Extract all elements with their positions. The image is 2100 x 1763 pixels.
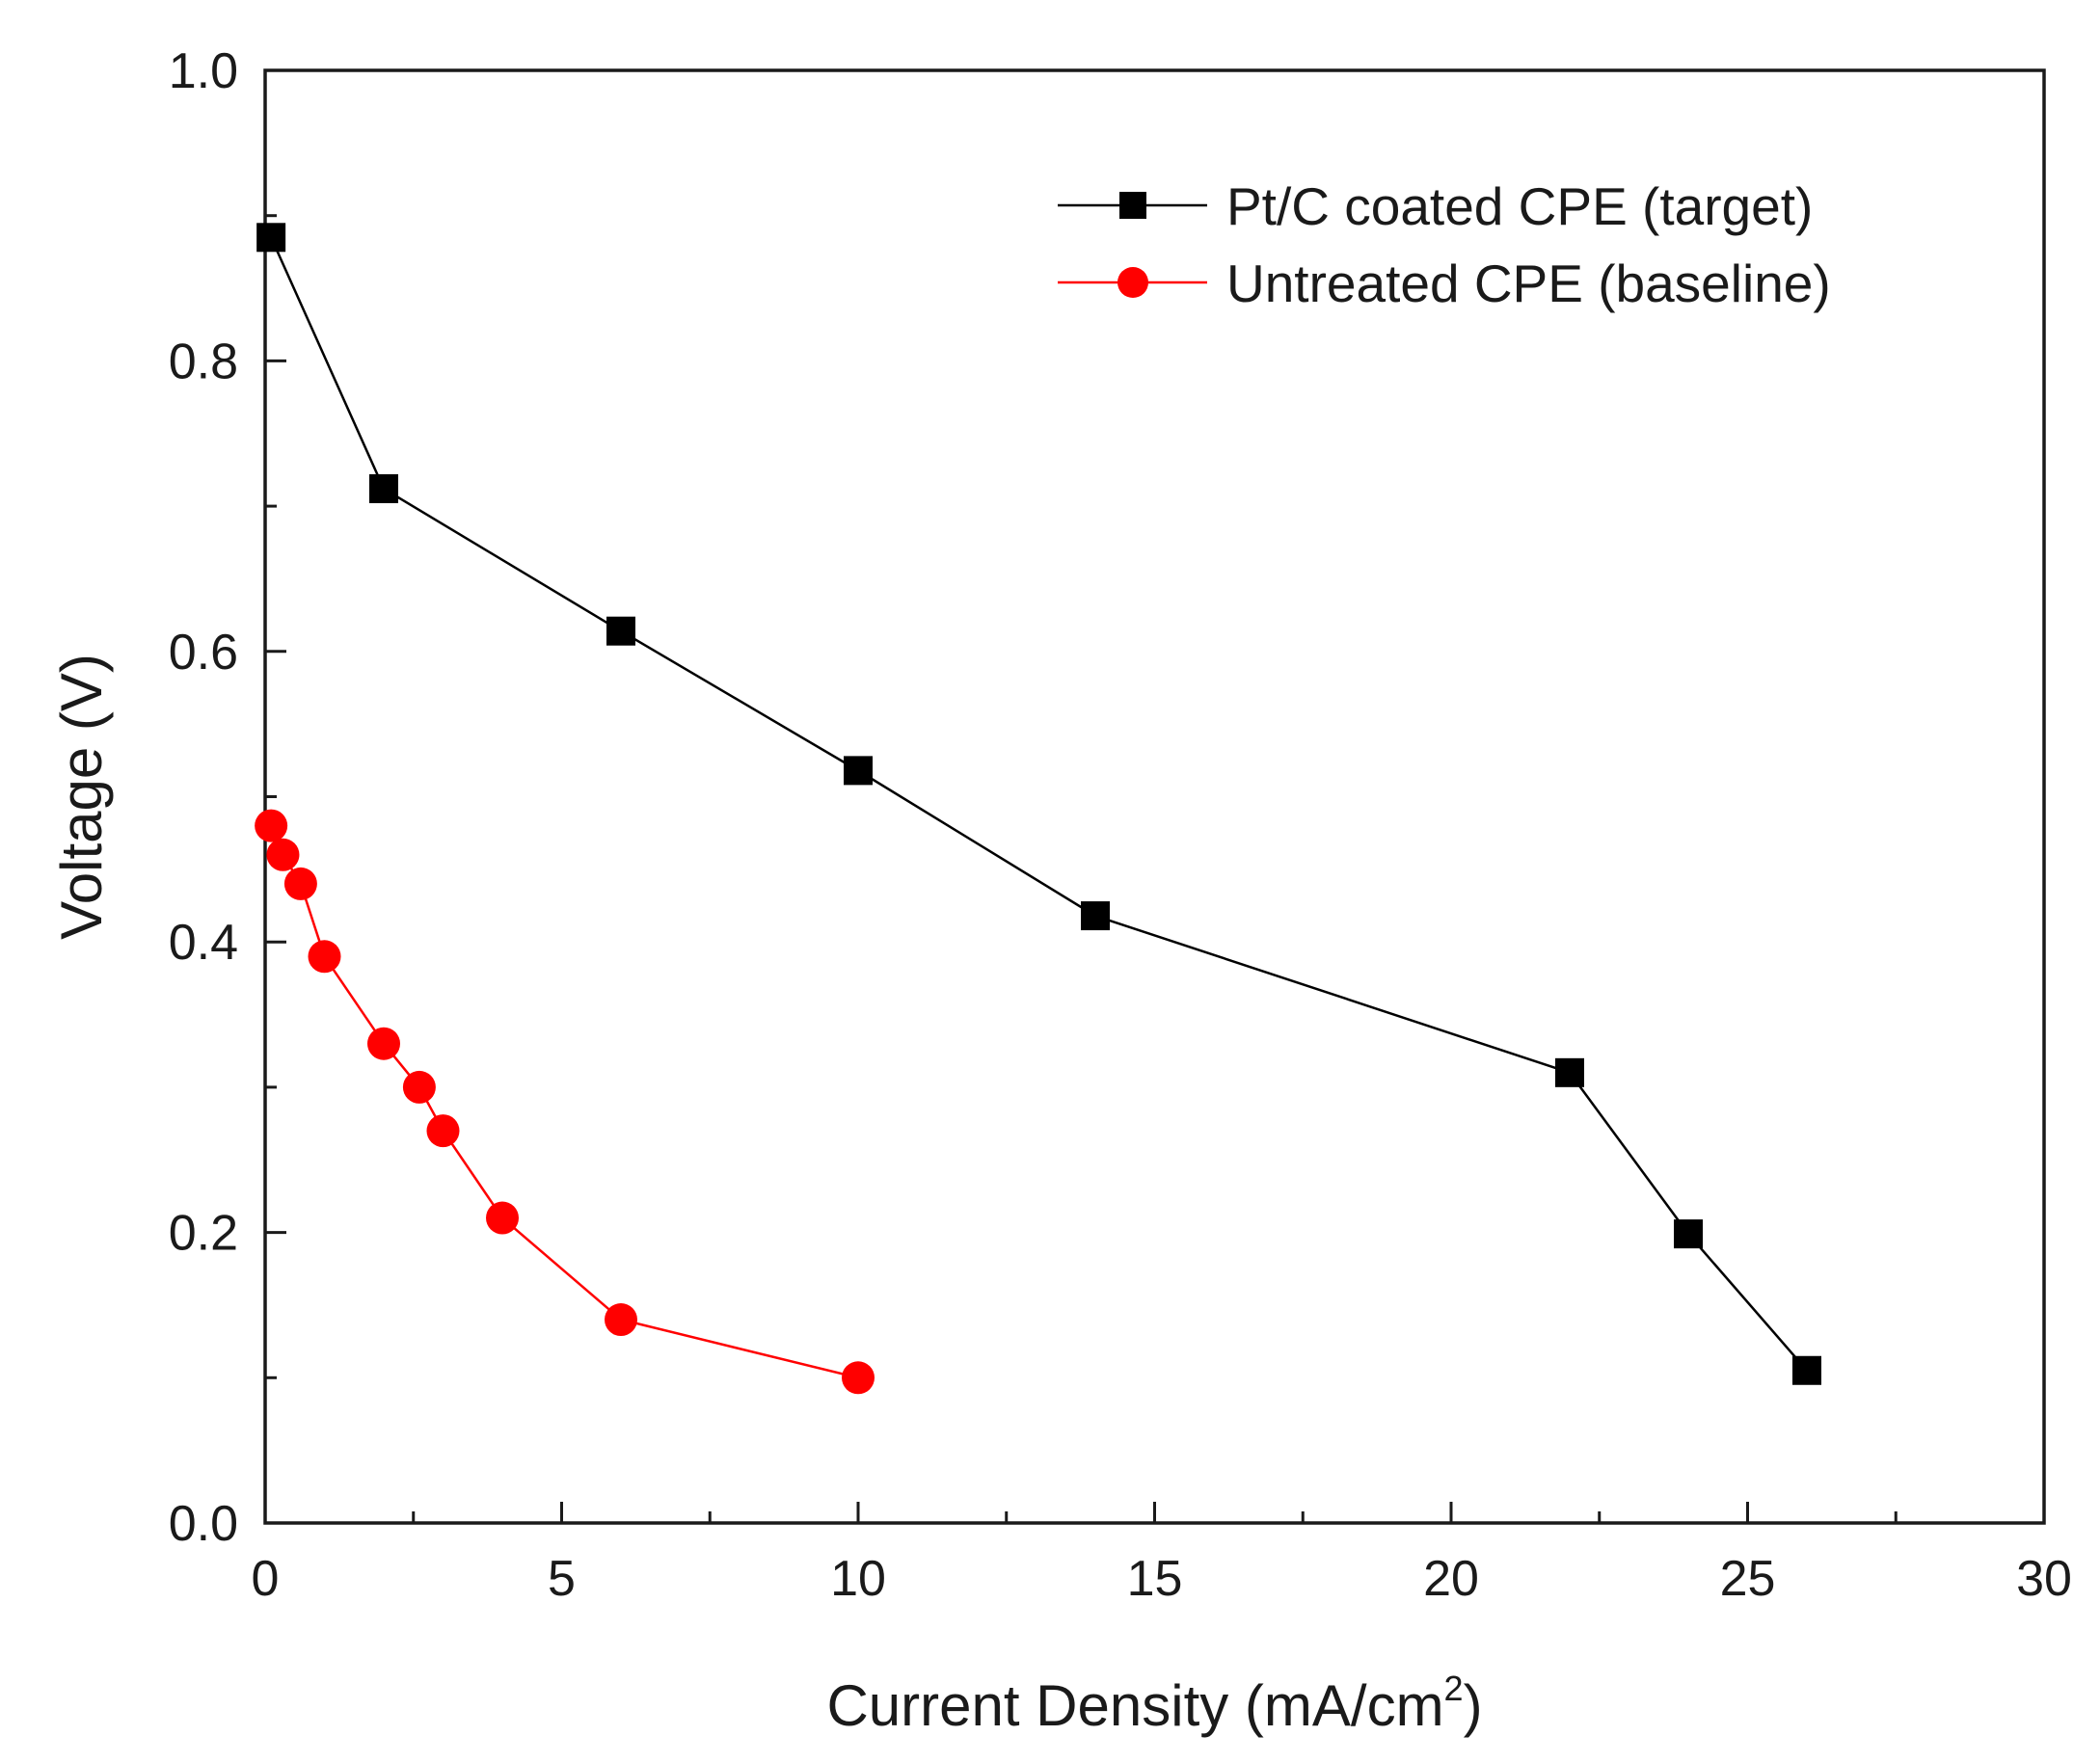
series-layer (255, 223, 1821, 1395)
data-point (1555, 1057, 1584, 1087)
data-point (256, 223, 286, 253)
data-point (1674, 1219, 1703, 1249)
x-tick-label: 0 (252, 1551, 280, 1607)
legend-marker (1117, 267, 1148, 298)
data-point (369, 474, 398, 504)
x-axis-title-superscript: 2 (1444, 1669, 1464, 1708)
y-tick-label: 0.4 (169, 915, 238, 971)
data-point (606, 616, 635, 646)
series-line (270, 236, 1808, 1372)
legend: Pt/C coated CPE (target) Untreated CPE (b… (1058, 176, 1831, 313)
data-point (402, 1070, 436, 1104)
x-tick-label: 10 (830, 1551, 886, 1607)
series-0 (256, 223, 1821, 1385)
data-point (844, 756, 873, 786)
data-point (308, 940, 341, 974)
x-tick-label: 30 (2016, 1551, 2072, 1607)
x-axis-title-main: Current Density (mA/cm (826, 1673, 1443, 1738)
y-tick-label: 0.2 (169, 1206, 238, 1262)
data-point (1792, 1355, 1821, 1385)
data-point (486, 1201, 519, 1235)
y-tick-label: 0.0 (169, 1496, 238, 1552)
y-axis-title: Voltage (V) (49, 654, 114, 940)
data-point (426, 1114, 460, 1148)
data-point (842, 1361, 875, 1395)
data-point (367, 1027, 400, 1060)
legend-marker (1119, 192, 1146, 219)
legend-item: Untreated CPE (baseline) (1058, 254, 1831, 313)
x-axis-title: Current Density (mA/cm2) (826, 1669, 1482, 1738)
plot-area-frame (263, 68, 2046, 1525)
data-point (255, 809, 288, 842)
data-point (1081, 901, 1110, 931)
legend-label: Untreated CPE (baseline) (1226, 254, 1831, 313)
data-point (266, 838, 300, 871)
series-line (269, 825, 859, 1379)
x-tick-label: 20 (1423, 1551, 1479, 1607)
x-tick-label: 15 (1127, 1551, 1183, 1607)
series-1 (255, 809, 875, 1395)
y-tick-label: 0.8 (169, 334, 238, 389)
x-axis-title-end: ) (1464, 1673, 1483, 1738)
tick-labels: 0 5 10 15 20 25 30 0.0 0.2 0.4 0.6 0.8 1.0 (169, 43, 2072, 1607)
legend-label: Pt/C coated CPE (target) (1226, 176, 1813, 236)
x-tick-label: 5 (548, 1551, 576, 1607)
y-tick-label: 1.0 (169, 43, 238, 99)
y-tick-label: 0.6 (169, 625, 238, 681)
data-point (605, 1303, 637, 1337)
data-point (283, 867, 317, 900)
x-tick-label: 25 (1720, 1551, 1776, 1607)
legend-item: Pt/C coated CPE (target) (1058, 176, 1813, 236)
